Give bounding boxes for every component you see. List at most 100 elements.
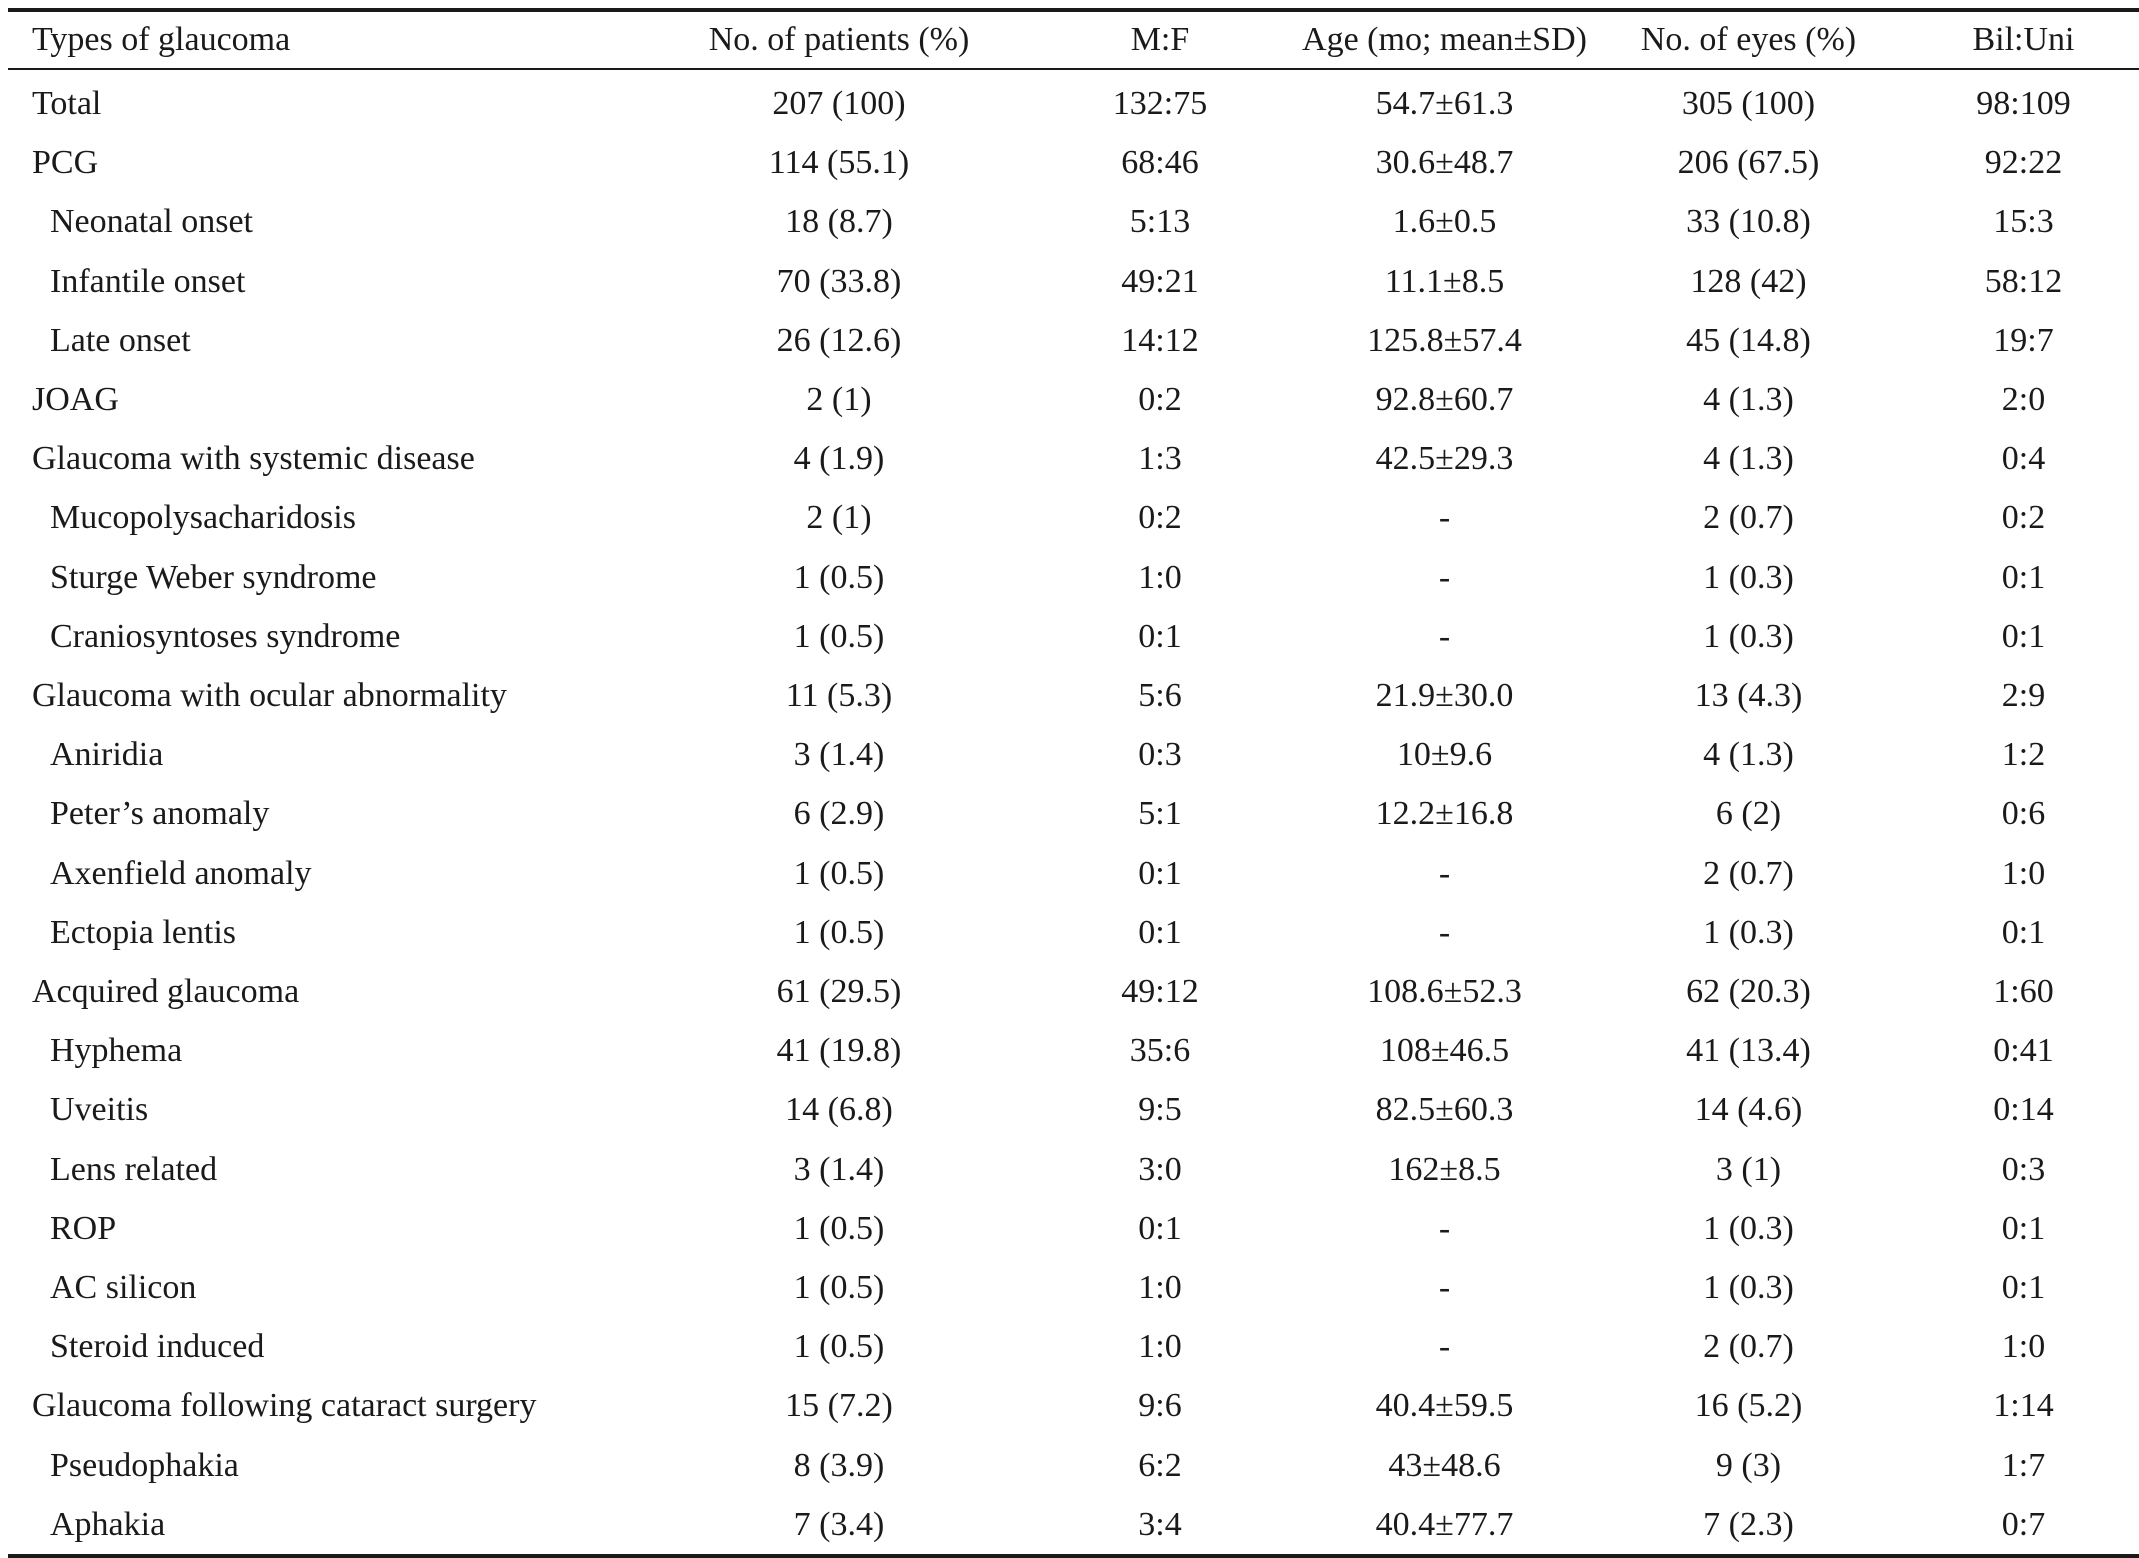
- cell-age: 1.6±0.5: [1392, 203, 1497, 241]
- cell-bil-uni: 1:14: [1993, 1387, 2054, 1425]
- table-row: PCG 114 (55.1) 68:46 30.6±48.7 206 (67.5) 92:…: [8, 133, 2139, 192]
- cell-type: Acquired glaucoma: [32, 973, 300, 1011]
- header-age: Age (mo; mean±SD): [1302, 21, 1587, 58]
- cell-bil-uni: 0:1: [2001, 913, 2046, 951]
- cell-type: Lens related: [50, 1150, 218, 1188]
- cell-patients: 6 (2.9): [793, 795, 885, 833]
- cell-m-f: 0:2: [1138, 499, 1182, 537]
- table-row: Late onset 26 (12.6) 14:12 125.8±57.4 45 (14…: [8, 311, 2139, 370]
- cell-bil-uni: 0:1: [2001, 558, 2046, 596]
- cell-age: 10±9.6: [1396, 736, 1493, 774]
- table-body: Total 207 (100) 132:75 54.7±61.3 305 (100) 98…: [8, 69, 2139, 1557]
- cell-patients: 26 (12.6): [776, 321, 902, 359]
- table-row: Steroid induced 1 (0.5) 1:0 - 2 (0.7) 1:0: [8, 1317, 2139, 1376]
- table-row: Lens related 3 (1.4) 3:0 162±8.5 3 (1) 0:3: [8, 1140, 2139, 1199]
- cell-eyes: 4 (1.3): [1703, 381, 1794, 419]
- glaucoma-table-container: Types of glaucoma No. of patients (%) M:…: [8, 8, 2139, 1558]
- cell-patients: 1 (0.5): [793, 558, 885, 596]
- cell-eyes: 1 (0.3): [1703, 1209, 1794, 1247]
- table-header: Types of glaucoma No. of patients (%) M:…: [8, 10, 2139, 69]
- table-row: Peter’s anomaly 6 (2.9) 5:1 12.2±16.8 6 (2) 0…: [8, 784, 2139, 843]
- table-row: Pseudophakia 8 (3.9) 6:2 43±48.6 9 (3) 1:7: [8, 1436, 2139, 1495]
- table-row: Neonatal onset 18 (8.7) 5:13 1.6±0.5 33 (10.…: [8, 192, 2139, 251]
- cell-age: -: [1438, 1328, 1451, 1366]
- cell-eyes: 6 (2): [1715, 795, 1782, 833]
- table-row: Aniridia 3 (1.4) 0:3 10±9.6 4 (1.3) 1:2: [8, 725, 2139, 784]
- cell-age: 12.2±16.8: [1375, 795, 1514, 833]
- glaucoma-types-table: Types of glaucoma No. of patients (%) M:…: [8, 8, 2139, 1558]
- cell-eyes: 305 (100): [1681, 85, 1816, 122]
- cell-m-f: 0:1: [1138, 617, 1182, 655]
- cell-age: -: [1438, 1269, 1451, 1307]
- table-row: ROP 1 (0.5) 0:1 - 1 (0.3) 0:1: [8, 1199, 2139, 1258]
- cell-eyes: 7 (2.3): [1703, 1505, 1794, 1543]
- table-row: Axenfield anomaly 1 (0.5) 0:1 - 2 (0.7) 1:0: [8, 844, 2139, 903]
- cell-m-f: 5:13: [1129, 203, 1191, 241]
- cell-patients: 8 (3.9): [793, 1446, 885, 1484]
- header-no-of-eyes: No. of eyes (%): [1640, 21, 1857, 58]
- cell-age: 40.4±59.5: [1375, 1387, 1514, 1425]
- cell-m-f: 0:1: [1138, 913, 1182, 951]
- cell-bil-uni: 0:14: [1993, 1091, 2054, 1129]
- cell-type: Glaucoma with systemic disease: [32, 440, 475, 478]
- cell-type: Glaucoma following cataract surgery: [32, 1387, 537, 1425]
- cell-age: -: [1438, 558, 1451, 596]
- cell-age: 42.5±29.3: [1375, 440, 1514, 478]
- cell-eyes: 4 (1.3): [1703, 736, 1794, 774]
- cell-m-f: 9:5: [1138, 1091, 1182, 1129]
- table-row: AC silicon 1 (0.5) 1:0 - 1 (0.3) 0:1: [8, 1258, 2139, 1317]
- cell-type: ROP: [50, 1209, 117, 1247]
- cell-age: 21.9±30.0: [1375, 677, 1514, 715]
- cell-m-f: 1:0: [1138, 558, 1182, 596]
- header-bil-uni: Bil:Uni: [1972, 21, 2075, 58]
- cell-bil-uni: 0:1: [2001, 1269, 2046, 1307]
- cell-patients: 3 (1.4): [793, 736, 885, 774]
- table-row: Infantile onset 70 (33.8) 49:21 11.1±8.5 128…: [8, 252, 2139, 311]
- cell-eyes: 62 (20.3): [1686, 973, 1811, 1011]
- cell-bil-uni: 15:3: [1993, 203, 2054, 241]
- cell-eyes: 128 (42): [1690, 262, 1807, 300]
- cell-m-f: 0:3: [1138, 736, 1182, 774]
- cell-m-f: 5:1: [1138, 795, 1182, 833]
- cell-eyes: 16 (5.2): [1694, 1387, 1803, 1425]
- cell-age: 108.6±52.3: [1367, 973, 1522, 1011]
- cell-age: -: [1438, 854, 1451, 892]
- cell-bil-uni: 0:3: [2001, 1150, 2046, 1188]
- table-row: Glaucoma following cataract surgery 15 (7…: [8, 1376, 2139, 1435]
- cell-eyes: 9 (3): [1715, 1446, 1782, 1484]
- cell-m-f: 1:0: [1138, 1269, 1182, 1307]
- table-row: Aphakia 7 (3.4) 3:4 40.4±77.7 7 (2.3) 0:7: [8, 1495, 2139, 1557]
- cell-m-f: 0:2: [1138, 381, 1182, 419]
- cell-type: Aphakia: [50, 1505, 166, 1543]
- cell-eyes: 2 (0.7): [1703, 499, 1794, 537]
- cell-type: JOAG: [32, 381, 119, 419]
- cell-bil-uni: 58:12: [1984, 262, 2063, 300]
- cell-type: Infantile onset: [50, 262, 246, 300]
- cell-patients: 1 (0.5): [793, 1269, 885, 1307]
- table-row: Acquired glaucoma 61 (29.5) 49:12 108.6±52.…: [8, 962, 2139, 1021]
- cell-bil-uni: 1:2: [2001, 736, 2046, 774]
- cell-type: Sturge Weber syndrome: [50, 558, 377, 596]
- cell-eyes: 1 (0.3): [1703, 1269, 1794, 1307]
- cell-type: AC silicon: [50, 1269, 197, 1307]
- table-row: Uveitis 14 (6.8) 9:5 82.5±60.3 14 (4.6) 0:14: [8, 1080, 2139, 1139]
- header-types-of-glaucoma: Types of glaucoma: [32, 21, 291, 58]
- cell-age: -: [1438, 617, 1451, 655]
- cell-bil-uni: 1:7: [2001, 1446, 2046, 1484]
- cell-age: 162±8.5: [1388, 1150, 1501, 1188]
- cell-eyes: 45 (14.8): [1686, 321, 1811, 359]
- table-row: Hyphema 41 (19.8) 35:6 108±46.5 41 (13.4) 0:4…: [8, 1021, 2139, 1080]
- cell-patients: 4 (1.9): [793, 440, 885, 478]
- cell-eyes: 4 (1.3): [1703, 440, 1794, 478]
- cell-age: 30.6±48.7: [1375, 144, 1514, 182]
- cell-patients: 2 (1): [806, 499, 872, 537]
- cell-type: Peter’s anomaly: [50, 795, 270, 833]
- cell-age: 92.8±60.7: [1375, 381, 1514, 419]
- table-row: Mucopolysacharidosis 2 (1) 0:2 - 2 (0.7) 0:2: [8, 488, 2139, 547]
- cell-patients: 15 (7.2): [785, 1387, 893, 1425]
- cell-m-f: 3:0: [1138, 1150, 1182, 1188]
- cell-m-f: 132:75: [1112, 85, 1208, 122]
- cell-type: Mucopolysacharidosis: [50, 499, 356, 537]
- cell-m-f: 1:0: [1138, 1328, 1182, 1366]
- cell-patients: 114 (55.1): [768, 144, 910, 182]
